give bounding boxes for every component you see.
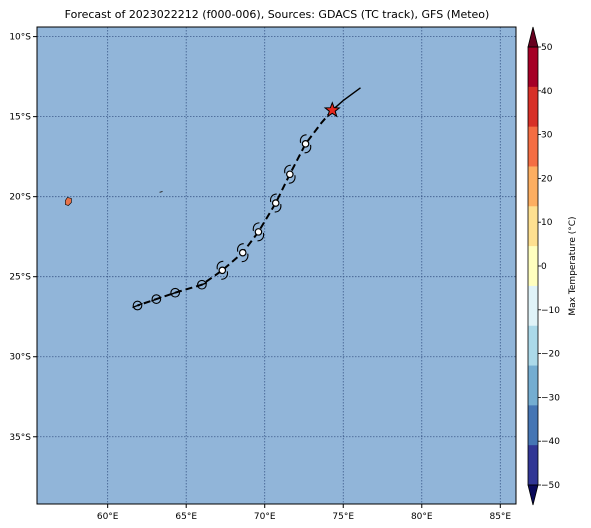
cyclone-symbol (236, 243, 249, 263)
y-tick-label: 15°S (9, 113, 31, 123)
colorbar-extend-top (527, 26, 539, 48)
cyclone-symbol (269, 193, 282, 213)
map-frame (36, 26, 517, 505)
colorbar-bin (528, 166, 538, 207)
low-symbol (169, 287, 181, 298)
colorbar: 50 40 30 20 10 0 −10 −20 −30 −40 −50 (527, 26, 560, 506)
ocean-background (37, 27, 516, 504)
cyclone-track (132, 87, 361, 311)
x-tick-label: 80°E (411, 512, 433, 522)
colorbar-bin (528, 86, 538, 128)
colorbar-bin (528, 405, 538, 446)
y-tick-label: 10°S (9, 33, 31, 43)
island-rodrigues (159, 190, 163, 193)
x-tick-label: 65°E (175, 512, 197, 522)
x-axis-ticks: 60°E 65°E 70°E 75°E 80°E 85°E (97, 504, 511, 522)
y-tick-label: 30°S (9, 353, 31, 363)
x-tick-label: 75°E (332, 512, 354, 522)
forecast-track-line (137, 109, 334, 307)
y-tick-label: 20°S (9, 193, 31, 203)
colorbar-tick-label: 20 (541, 174, 553, 184)
colorbar-tick-label: 50 (541, 43, 553, 53)
island-reunion (65, 197, 72, 206)
y-tick-label: 25°S (9, 273, 31, 283)
chart-title: Forecast of 2023022212 (f000-006), Sourc… (65, 8, 490, 21)
x-tick-label: 70°E (254, 512, 276, 522)
colorbar-tick-label: 40 (541, 87, 553, 97)
colorbar-tick-label: −40 (541, 437, 560, 447)
colorbar-bin (528, 445, 538, 486)
colorbar-bin (528, 325, 538, 367)
colorbar-tick-label: −20 (541, 350, 560, 360)
colorbar-bin (528, 126, 538, 167)
colorbar-bin (528, 47, 538, 88)
map-panel: 60°E 65°E 70°E 75°E 80°E 85°E 10°S 15°S 20°S 25°… (9, 26, 517, 522)
x-tick-label: 85°E (489, 512, 511, 522)
colorbar-tick-label: −30 (541, 393, 560, 403)
low-symbol (132, 300, 143, 311)
colorbar-tick-label: 0 (541, 262, 547, 272)
cyclone-symbol (284, 164, 296, 184)
current-position-star (323, 101, 341, 118)
gridlines (37, 27, 516, 504)
colorbar-bin (528, 246, 538, 287)
land-layer (65, 190, 163, 206)
y-axis-ticks: 10°S 15°S 20°S 25°S 30°S 35°S (9, 33, 37, 443)
low-symbol (151, 294, 162, 304)
cyclone-symbol (299, 134, 312, 154)
colorbar-tick-label: −10 (541, 306, 560, 316)
low-symbol (196, 279, 208, 290)
colorbar-label: Max Temperature (°C) (568, 216, 578, 315)
colorbar-extend-bottom (527, 484, 539, 506)
cyclone-symbol (216, 260, 229, 280)
cyclone-symbol (252, 222, 265, 242)
colorbar-bin (528, 285, 538, 327)
observed-track-line (331, 87, 361, 111)
colorbar-tick-label: 30 (541, 131, 553, 141)
x-tick-label: 60°E (97, 512, 119, 522)
colorbar-tick-label: 10 (541, 218, 553, 228)
colorbar-bin (528, 206, 538, 247)
colorbar-tick-label: −50 (541, 481, 560, 491)
y-tick-label: 35°S (9, 433, 31, 443)
colorbar-bin (528, 365, 538, 406)
